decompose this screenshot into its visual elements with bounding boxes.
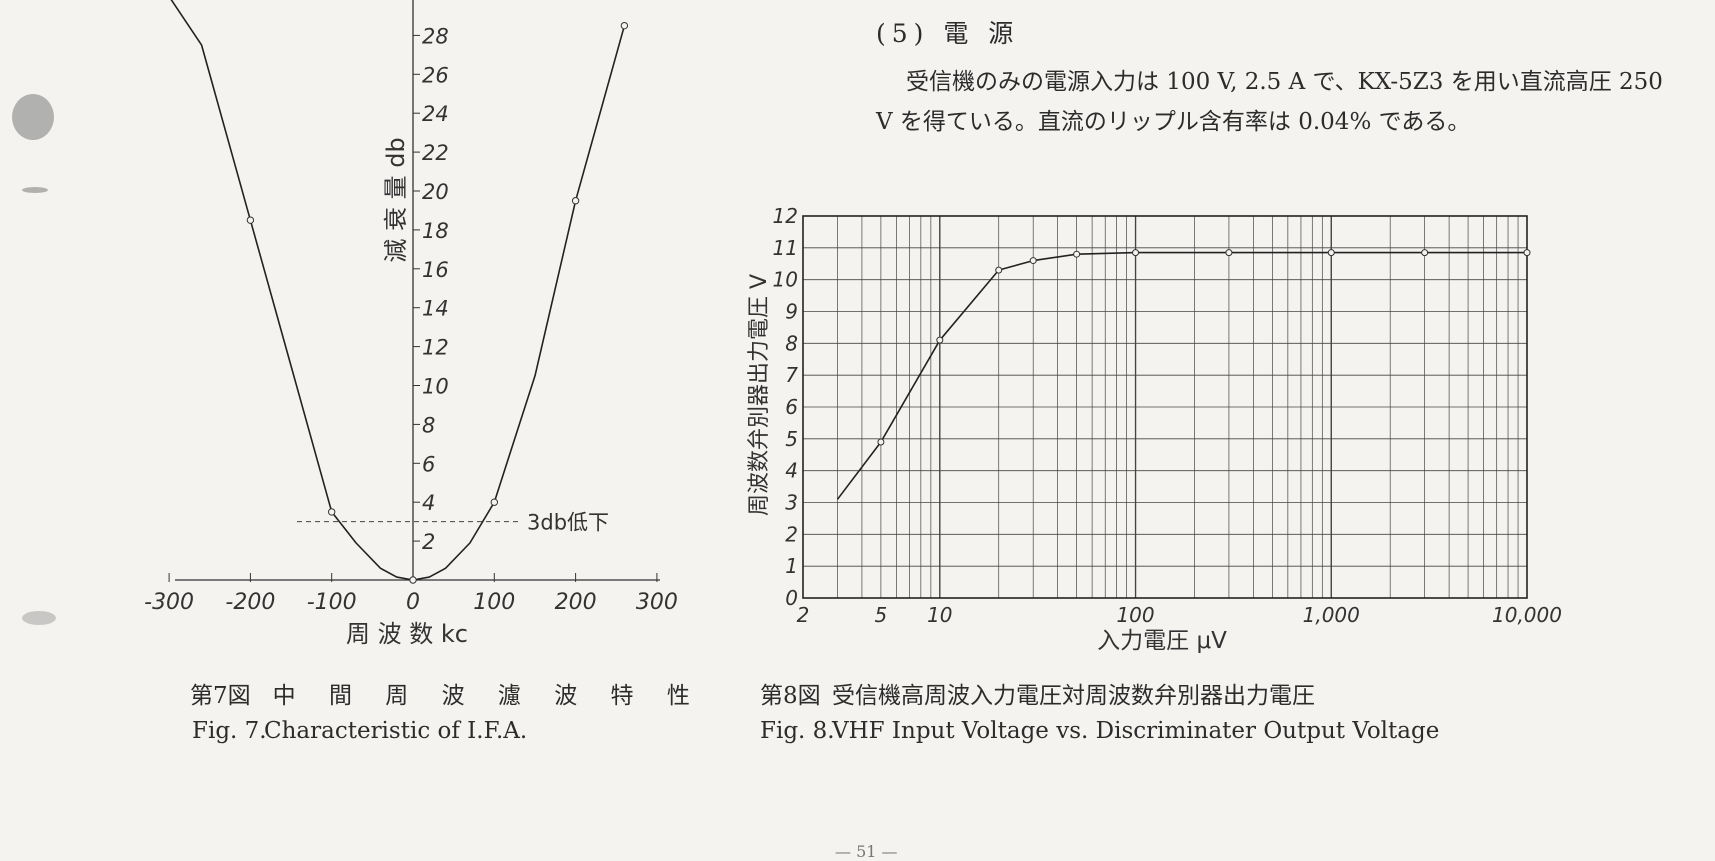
y-tick-label: 6 xyxy=(785,395,798,419)
x-tick-label: 10,000 xyxy=(1492,603,1562,627)
y-axis-label: 周波数弁別器出力電圧 V xyxy=(747,274,772,516)
data-point xyxy=(995,266,1003,274)
x-tick-label: -100 xyxy=(307,590,357,615)
body-text: 受信機のみの電源入力は 100 V, 2.5 A で、KX-5Z3 を用い直流高… xyxy=(876,62,1676,142)
data-point xyxy=(490,498,498,506)
section-title: (5) 電 源 xyxy=(876,19,1020,48)
y-tick-label: 26 xyxy=(422,63,449,87)
x-tick-label: 0 xyxy=(406,590,420,615)
data-point xyxy=(620,21,629,30)
fig7-caption-jp: 第7図中 間 周 波 濾 波 特 性 xyxy=(190,676,703,710)
data-point xyxy=(1132,249,1140,257)
y-tick-label: 0 xyxy=(785,586,798,610)
plot-frame xyxy=(802,215,1528,599)
fig7-chart: -300 -200 -100 0 100 200 300246810121416182022… xyxy=(144,0,678,648)
y-tick-label: 14 xyxy=(422,297,449,321)
x-tick-label: 300 xyxy=(636,590,678,615)
scan-blot xyxy=(22,187,48,193)
y-tick-label: 22 xyxy=(422,141,449,165)
y-tick-label: 6 xyxy=(422,452,435,476)
x-tick-label: 5 xyxy=(875,603,888,627)
fig8-number-en: Fig. 8. xyxy=(760,718,835,744)
y-tick-label: 1 xyxy=(785,554,798,578)
fig8-caption-en: Fig. 8.VHF Input Voltage vs. Discriminat… xyxy=(760,718,1439,744)
y-tick-label: 10 xyxy=(773,268,798,292)
y-axis-label: 減 衰 量 db xyxy=(382,137,410,262)
fig8-title-jp: 受信機高周波入力電圧対周波数弁別器出力電圧 xyxy=(832,683,1315,709)
y-tick-label: 8 xyxy=(785,331,798,355)
page-number: — 51 — xyxy=(835,842,898,861)
fig7-number-en: Fig. 7. xyxy=(192,718,267,744)
x-tick-label: 2 xyxy=(797,603,810,627)
y-tick-label: 9 xyxy=(785,300,798,324)
y-tick-label: 5 xyxy=(785,427,798,451)
fig7-caption-en: Fig. 7.Characteristic of I.F.A. xyxy=(192,718,527,744)
data-point xyxy=(328,508,336,516)
y-tick-label: 18 xyxy=(422,219,449,243)
scan-blot xyxy=(22,611,56,625)
fig8-caption-jp: 第8図 受信機高周波入力電圧対周波数弁別器出力電圧 xyxy=(760,676,1315,710)
data-point xyxy=(1225,249,1233,257)
y-tick-label: 28 xyxy=(422,24,449,48)
y-tick-label: 11 xyxy=(773,236,798,260)
data-point xyxy=(571,197,580,205)
scan-blot xyxy=(12,94,54,140)
y-tick-label: 8 xyxy=(422,413,435,437)
x-tick-label: 1,000 xyxy=(1303,603,1360,627)
data-point xyxy=(1073,250,1081,258)
y-tick-label: 20 xyxy=(422,180,449,204)
y-tick-label: 10 xyxy=(422,375,449,399)
data-point xyxy=(877,438,885,446)
reference-line-label: 3db低下 xyxy=(527,511,609,535)
series-line-output-voltage xyxy=(836,251,1527,500)
data-point xyxy=(1029,257,1037,265)
series-line-attenuation xyxy=(170,0,626,581)
body-paragraph: 受信機のみの電源入力は 100 V, 2.5 A で、KX-5Z3 を用い直流高… xyxy=(876,69,1663,135)
y-tick-label: 7 xyxy=(785,363,798,387)
y-tick-label: 2 xyxy=(422,530,435,554)
y-tick-label: 12 xyxy=(422,336,449,360)
data-point xyxy=(409,576,417,584)
x-tick-label: 200 xyxy=(555,590,597,615)
fig8-number-jp: 第8図 xyxy=(760,683,821,709)
y-tick-label: 12 xyxy=(773,204,798,228)
fig7-title-en: Characteristic of I.F.A. xyxy=(264,718,528,744)
x-tick-label: 100 xyxy=(1116,603,1154,627)
y-tick-label: 4 xyxy=(422,491,435,515)
x-tick-label: 10 xyxy=(927,603,952,627)
x-tick-label: -300 xyxy=(144,590,194,615)
fig8-title-en: VHF Input Voltage vs. Discriminater Outp… xyxy=(832,718,1440,744)
data-point xyxy=(246,216,255,224)
x-tick-label: -200 xyxy=(225,590,275,615)
y-tick-label: 24 xyxy=(422,102,449,126)
fig7-number-jp: 第7図 xyxy=(190,683,251,709)
x-tick-label: 100 xyxy=(473,590,515,615)
y-tick-label: 4 xyxy=(785,459,798,483)
fig7-title-jp: 中 間 周 波 濾 波 特 性 xyxy=(272,683,703,709)
data-point xyxy=(1327,249,1335,257)
data-point xyxy=(1421,249,1429,257)
y-tick-label: 3 xyxy=(785,491,798,515)
y-tick-label: 2 xyxy=(785,522,798,546)
data-point xyxy=(936,336,944,344)
x-axis-label: 周 波 数 kc xyxy=(346,620,468,648)
y-tick-label: 16 xyxy=(422,258,449,282)
x-axis-label: 入力電圧 μV xyxy=(1097,628,1227,654)
data-point xyxy=(1523,249,1531,257)
